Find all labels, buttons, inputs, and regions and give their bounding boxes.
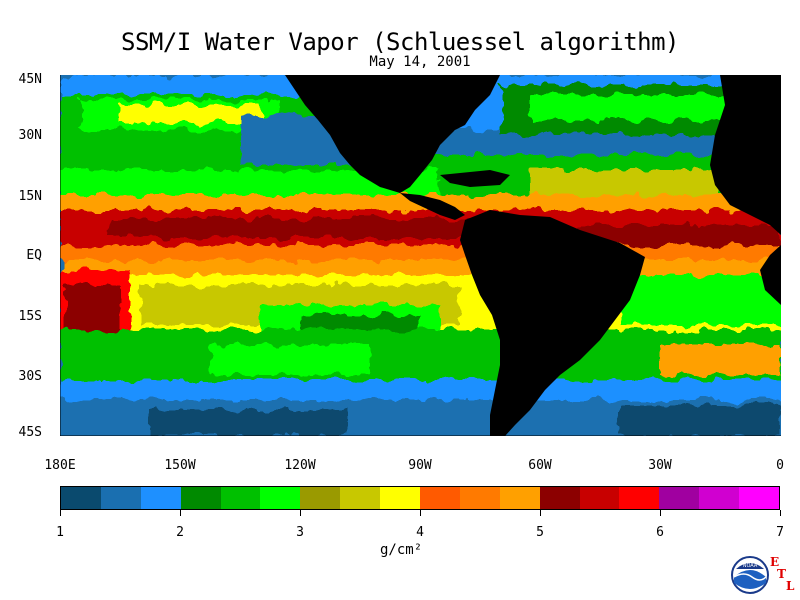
lat-label-15n: 15N <box>18 189 42 204</box>
color-scale-tick-label: 1 <box>56 525 64 540</box>
lon-label-30w: 30W <box>648 458 672 473</box>
etl-letter-t: T <box>777 567 786 581</box>
color-scale-swatch <box>340 487 381 509</box>
lat-label-45n: 45N <box>18 72 42 87</box>
color-scale-swatch <box>619 487 660 509</box>
color-scale-bar <box>60 486 780 510</box>
color-scale-swatch <box>180 487 221 509</box>
lat-label-30n: 30N <box>18 128 42 143</box>
color-scale-swatch <box>300 487 341 509</box>
lat-label-15s: 15S <box>18 309 42 324</box>
color-scale-tick <box>780 510 781 516</box>
color-scale-swatch <box>659 487 700 509</box>
color-scale-swatch <box>699 487 740 509</box>
landmass-africa <box>710 75 781 305</box>
landmass-europe <box>750 75 781 95</box>
color-scale-swatch <box>459 487 500 509</box>
color-scale-swatch <box>539 487 580 509</box>
color-scale-tick-label: 5 <box>536 525 544 540</box>
landmass-north-america <box>285 75 510 220</box>
color-scale-units: g/cm² <box>380 542 423 558</box>
water-vapor-map <box>60 75 781 436</box>
map-date: May 14, 2001 <box>369 54 471 70</box>
color-scale-tick <box>660 510 661 516</box>
lon-label-150w: 150W <box>164 458 196 473</box>
color-scale-tick <box>540 510 541 516</box>
color-scale-swatch <box>140 487 181 509</box>
color-scale-tick <box>60 510 61 516</box>
color-scale-swatch <box>499 487 540 509</box>
lat-label-eq: EQ <box>26 248 42 263</box>
etl-letter-l: L <box>786 579 795 593</box>
map-title: SSM/I Water Vapor (Schluessel algorithm) <box>121 28 679 56</box>
color-scale-swatch <box>380 487 421 509</box>
lon-label-90w: 90W <box>408 458 432 473</box>
color-scale-tick <box>180 510 181 516</box>
lat-label-45s: 45S <box>18 425 42 440</box>
color-scale-swatch <box>420 487 460 509</box>
color-scale-tick-label: 6 <box>656 525 664 540</box>
lon-label-0: 0 <box>776 458 784 473</box>
noaa-logo-text: NOAA <box>743 563 758 569</box>
landmass-south-america <box>460 210 645 436</box>
color-scale-tick-label: 2 <box>176 525 184 540</box>
lon-label-60w: 60W <box>528 458 552 473</box>
color-scale-swatch <box>100 487 141 509</box>
lon-label-180e: 180E <box>44 458 76 473</box>
color-scale-tick-label: 3 <box>296 525 304 540</box>
color-scale-tick <box>420 510 421 516</box>
color-scale-swatch <box>739 487 780 509</box>
etl-logo: E T L <box>770 555 800 595</box>
color-scale-swatch <box>579 487 620 509</box>
noaa-icon: NOAA <box>731 556 769 594</box>
color-scale-tick <box>300 510 301 516</box>
lat-label-30s: 30S <box>18 369 42 384</box>
color-scale-tick-label: 4 <box>416 525 424 540</box>
color-scale-swatch <box>260 487 301 509</box>
color-scale-swatch <box>220 487 261 509</box>
etl-letter-e: E <box>770 555 780 569</box>
lon-label-120w: 120W <box>284 458 316 473</box>
color-scale-tick-label: 7 <box>776 525 784 540</box>
color-scale-swatch <box>61 487 101 509</box>
